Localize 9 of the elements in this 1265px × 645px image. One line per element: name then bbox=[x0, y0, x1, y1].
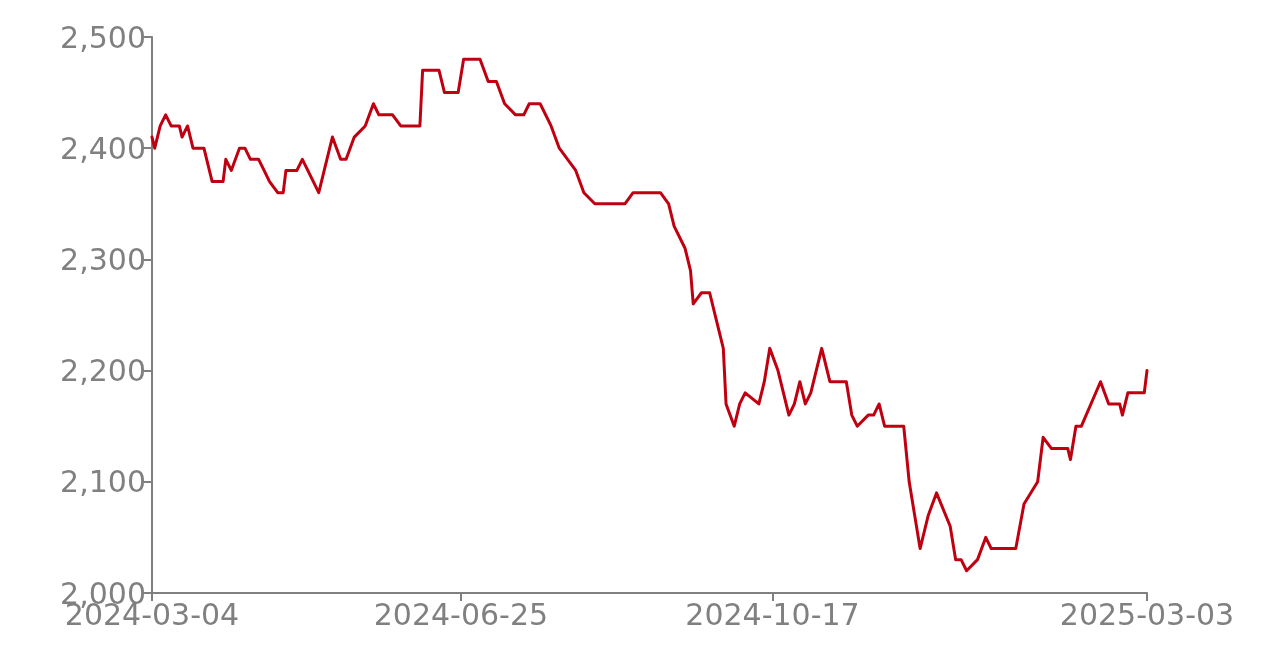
y-tick-label: 2,500 bbox=[60, 19, 146, 55]
x-tick-label: 2024-10-17 bbox=[685, 596, 860, 632]
y-tick-label: 2,400 bbox=[60, 130, 146, 166]
y-tick-label: 2,300 bbox=[60, 241, 146, 277]
x-tick-label: 2024-06-25 bbox=[373, 596, 549, 632]
y-tick-label: 2,100 bbox=[60, 464, 146, 500]
x-tick-label: 2025-03-03 bbox=[1059, 596, 1235, 632]
y-tick-label: 2,200 bbox=[60, 353, 146, 389]
line-series bbox=[150, 57, 1149, 573]
